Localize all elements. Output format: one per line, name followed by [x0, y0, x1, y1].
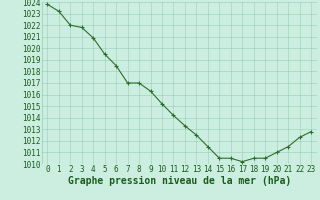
X-axis label: Graphe pression niveau de la mer (hPa): Graphe pression niveau de la mer (hPa)	[68, 176, 291, 186]
